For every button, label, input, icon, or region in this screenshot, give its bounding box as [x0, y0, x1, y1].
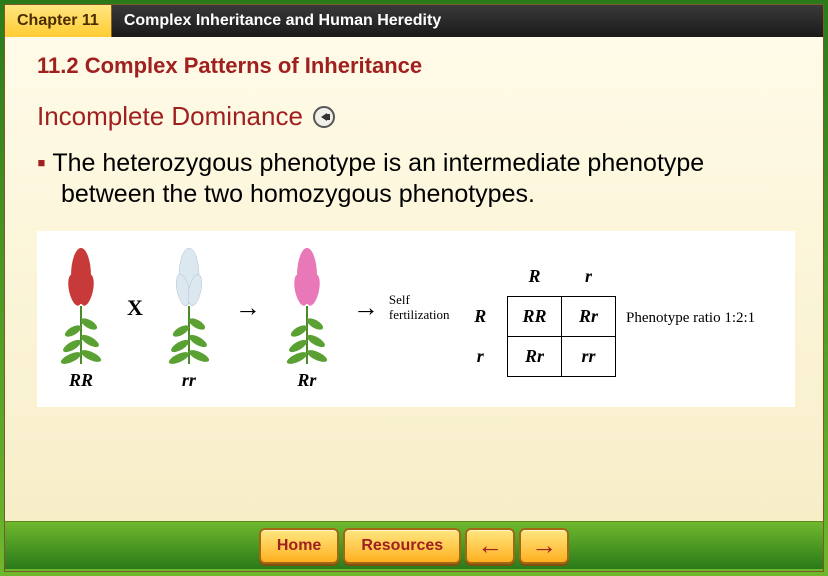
self-fertilization-label: Self fertilization: [389, 293, 450, 322]
phenotype-ratio: Phenotype ratio 1:2:1: [626, 310, 755, 327]
footer-bar: Home Resources ← →: [5, 521, 823, 569]
flower-parent-rr-lower: rr: [153, 246, 225, 391]
flower-svg-pink: [281, 246, 333, 366]
flower-parent-rr: RR: [45, 246, 117, 391]
bullet-glyph: ▪: [37, 149, 46, 177]
diagram: RR X rr →: [37, 231, 795, 407]
body-text: ▪ The heterozygous phenotype is an inter…: [37, 148, 795, 211]
genotype-rr-upper: RR: [69, 370, 93, 391]
content-area: 11.2 Complex Patterns of Inheritance Inc…: [5, 37, 823, 521]
flower-f1-pink: Rr: [271, 246, 343, 391]
next-button[interactable]: →: [519, 528, 569, 564]
header-bar: Chapter 11 Complex Inheritance and Human…: [5, 5, 823, 37]
section-title: 11.2 Complex Patterns of Inheritance: [37, 53, 795, 79]
punnett-col-2: r: [562, 256, 616, 296]
cross-symbol: X: [127, 295, 143, 321]
home-button[interactable]: Home: [259, 528, 339, 564]
flower-svg-white: [163, 246, 215, 366]
punnett-cell-22: rr: [562, 336, 616, 376]
chapter-title: Complex Inheritance and Human Heredity: [124, 12, 441, 30]
punnett-corner: [454, 256, 508, 296]
punnett-wrap: R r R RR Rr r Rr rr: [454, 256, 617, 377]
arrow-1: →: [235, 292, 261, 323]
sub-heading: Incomplete Dominance: [37, 101, 795, 132]
prev-button[interactable]: ←: [465, 528, 515, 564]
punnett-col-1: R: [508, 256, 562, 296]
resources-button[interactable]: Resources: [343, 528, 461, 564]
speaker-icon[interactable]: [313, 106, 335, 128]
punnett-cell-21: Rr: [508, 336, 562, 376]
genotype-rr-lower: rr: [182, 370, 196, 391]
punnett-cell-12: Rr: [562, 296, 616, 336]
punnett-row-1: R: [454, 296, 508, 336]
genotype-f1: Rr: [297, 370, 316, 391]
punnett-row-2: r: [454, 336, 508, 376]
chapter-tab: Chapter 11: [5, 5, 112, 37]
self-label-line2: fertilization: [389, 307, 450, 322]
body-text-content: The heterozygous phenotype is an interme…: [52, 149, 704, 208]
speaker-glyph: [321, 113, 327, 121]
punnett-cell-11: RR: [508, 296, 562, 336]
slide-frame: Chapter 11 Complex Inheritance and Human…: [4, 4, 824, 572]
arrow-2: →: [353, 292, 379, 323]
punnett-square: R r R RR Rr r Rr rr: [454, 256, 617, 377]
self-label-line1: Self: [389, 292, 410, 307]
flower-svg-red: [55, 246, 107, 366]
sub-heading-text: Incomplete Dominance: [37, 101, 303, 132]
